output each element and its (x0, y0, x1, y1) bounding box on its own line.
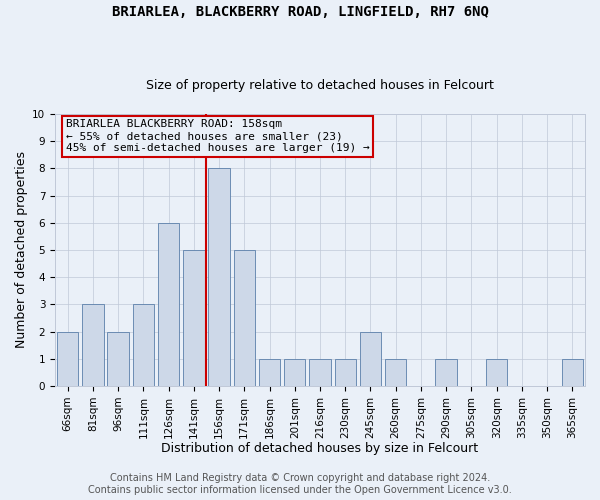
Text: Contains HM Land Registry data © Crown copyright and database right 2024.
Contai: Contains HM Land Registry data © Crown c… (88, 474, 512, 495)
Bar (284, 359, 305, 386)
Title: Size of property relative to detached houses in Felcourt: Size of property relative to detached ho… (146, 79, 494, 92)
Bar (57, 332, 79, 386)
Bar (309, 359, 331, 386)
Bar (158, 223, 179, 386)
Bar (107, 332, 129, 386)
Bar (486, 359, 508, 386)
Y-axis label: Number of detached properties: Number of detached properties (15, 152, 28, 348)
Bar (335, 359, 356, 386)
Bar (436, 359, 457, 386)
Bar (259, 359, 280, 386)
Bar (360, 332, 381, 386)
Text: BRIARLEA BLACKBERRY ROAD: 158sqm
← 55% of detached houses are smaller (23)
45% o: BRIARLEA BLACKBERRY ROAD: 158sqm ← 55% o… (65, 120, 370, 152)
X-axis label: Distribution of detached houses by size in Felcourt: Distribution of detached houses by size … (161, 442, 479, 455)
Bar (82, 304, 104, 386)
Bar (233, 250, 255, 386)
Bar (208, 168, 230, 386)
Bar (562, 359, 583, 386)
Bar (133, 304, 154, 386)
Bar (183, 250, 205, 386)
Text: BRIARLEA, BLACKBERRY ROAD, LINGFIELD, RH7 6NQ: BRIARLEA, BLACKBERRY ROAD, LINGFIELD, RH… (112, 5, 488, 19)
Bar (385, 359, 406, 386)
